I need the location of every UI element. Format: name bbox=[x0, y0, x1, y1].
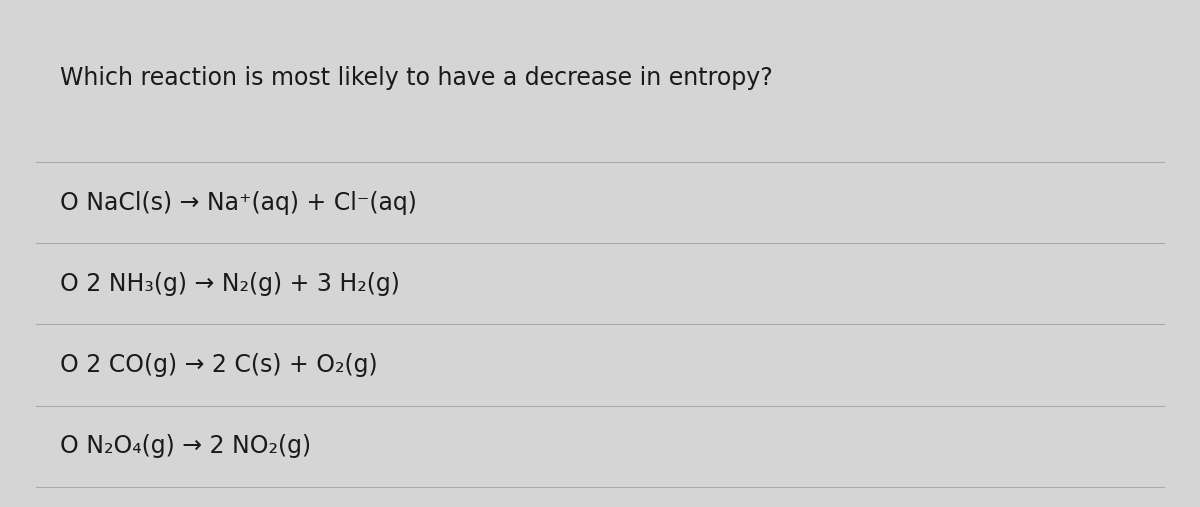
Text: O N₂O₄(g) → 2 NO₂(g): O N₂O₄(g) → 2 NO₂(g) bbox=[60, 434, 311, 458]
Text: O 2 NH₃(g) → N₂(g) + 3 H₂(g): O 2 NH₃(g) → N₂(g) + 3 H₂(g) bbox=[60, 272, 400, 296]
Text: O 2 CO(g) → 2 C(s) + O₂(g): O 2 CO(g) → 2 C(s) + O₂(g) bbox=[60, 353, 378, 377]
Text: Which reaction is most likely to have a decrease in entropy?: Which reaction is most likely to have a … bbox=[60, 66, 773, 90]
Text: O NaCl(s) → Na⁺(aq) + Cl⁻(aq): O NaCl(s) → Na⁺(aq) + Cl⁻(aq) bbox=[60, 191, 416, 215]
